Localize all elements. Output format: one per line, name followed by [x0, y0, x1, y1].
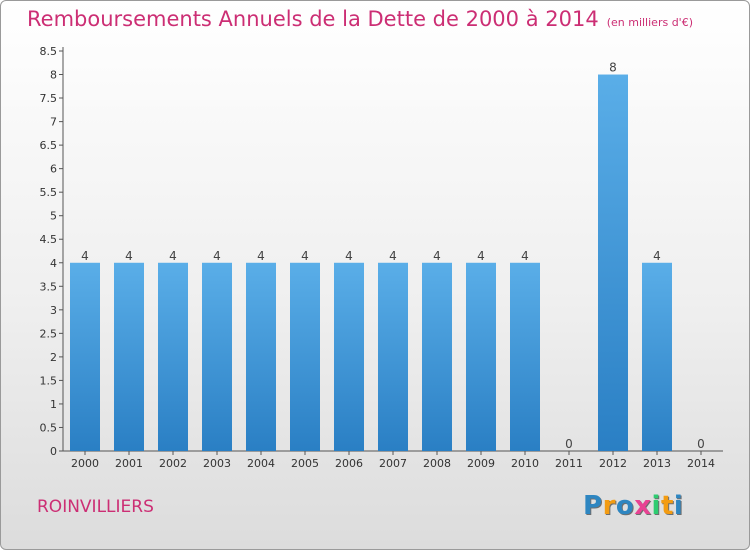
data-label: 4	[125, 249, 133, 263]
y-tick-label: 2.5	[40, 327, 58, 340]
data-label: 4	[477, 249, 485, 263]
logo-letter: P	[583, 491, 603, 521]
x-tick-label: 2003	[203, 457, 231, 470]
bar	[510, 262, 540, 451]
y-tick-label: 1	[50, 398, 57, 411]
x-tick-label: 2012	[599, 457, 627, 470]
bar	[290, 262, 320, 451]
y-tick-label: 6.5	[40, 139, 58, 152]
proxiti-logo: Proxiti	[583, 491, 683, 521]
bar	[598, 74, 628, 451]
x-tick-label: 2013	[643, 457, 671, 470]
x-tick-label: 2014	[687, 457, 715, 470]
data-label: 4	[81, 249, 89, 263]
logo-letter: r	[602, 491, 616, 521]
x-tick-label: 2001	[115, 457, 143, 470]
x-tick-label: 2004	[247, 457, 275, 470]
y-tick-label: 7.5	[40, 92, 58, 105]
x-tick-label: 2007	[379, 457, 407, 470]
logo-letter: i	[673, 491, 684, 521]
bar	[202, 262, 232, 451]
y-tick-label: 6	[50, 163, 57, 176]
y-tick-label: 3	[50, 304, 57, 317]
logo-letter: t	[660, 491, 674, 521]
bar	[466, 262, 496, 451]
bar	[70, 262, 100, 451]
y-tick-label: 8.5	[40, 45, 58, 58]
data-label: 4	[653, 249, 661, 263]
city-name: ROINVILLIERS	[37, 497, 154, 517]
data-label: 4	[301, 249, 309, 263]
x-tick-label: 2011	[555, 457, 583, 470]
x-tick-label: 2008	[423, 457, 451, 470]
data-label: 4	[345, 249, 353, 263]
unit-note: (en milliers d'€)	[606, 16, 693, 29]
x-tick-label: 2010	[511, 457, 539, 470]
y-tick-label: 0	[50, 445, 57, 458]
bar	[114, 262, 144, 451]
y-tick-label: 3.5	[40, 280, 58, 293]
bar	[246, 262, 276, 451]
data-label: 4	[389, 249, 397, 263]
y-tick-label: 5	[50, 210, 57, 223]
data-label: 0	[697, 437, 705, 451]
data-label: 8	[609, 61, 617, 75]
chart-title: Remboursements Annuels de la Dette de 20…	[27, 7, 693, 31]
x-tick-label: 2009	[467, 457, 495, 470]
chart-title-text: Remboursements Annuels de la Dette de 20…	[27, 7, 599, 31]
data-label: 4	[169, 249, 177, 263]
logo-letter: i	[651, 491, 661, 521]
bar	[334, 262, 364, 451]
bar	[158, 262, 188, 451]
logo-letter: o	[615, 491, 635, 521]
x-tick-label: 2005	[291, 457, 319, 470]
y-tick-label: 5.5	[40, 186, 58, 199]
logo-letter: x	[634, 491, 652, 521]
bar	[642, 262, 672, 451]
y-tick-label: 1.5	[40, 374, 58, 387]
bar	[378, 262, 408, 451]
data-label: 4	[257, 249, 265, 263]
y-tick-label: 2	[50, 351, 57, 364]
y-tick-label: 4	[50, 257, 57, 270]
y-tick-label: 0.5	[40, 421, 58, 434]
x-tick-label: 2002	[159, 457, 187, 470]
y-tick-label: 7	[50, 116, 57, 129]
x-tick-label: 2006	[335, 457, 363, 470]
bar	[422, 262, 452, 451]
data-label: 4	[521, 249, 529, 263]
data-label: 4	[213, 249, 221, 263]
data-label: 4	[433, 249, 441, 263]
y-tick-label: 4.5	[40, 233, 58, 246]
y-tick-label: 8	[50, 69, 57, 82]
x-tick-label: 2000	[71, 457, 99, 470]
data-label: 0	[565, 437, 573, 451]
